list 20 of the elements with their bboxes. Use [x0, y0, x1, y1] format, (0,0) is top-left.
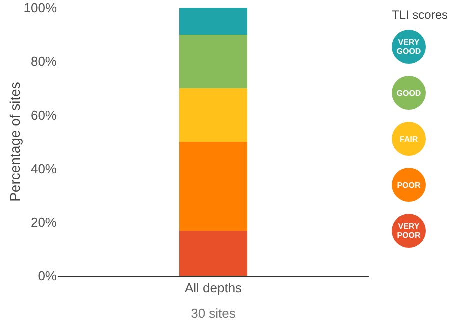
x-axis-title: 30 sites	[191, 306, 236, 322]
text: VERY POOR	[392, 214, 426, 248]
y-tick-label: 100%	[24, 0, 58, 16]
bar	[179, 8, 248, 35]
y-tick-label: 40%	[30, 161, 58, 176]
y-tick-label: 60%	[30, 108, 58, 123]
text: GOOD	[392, 76, 426, 110]
y-tick-label: 80%	[30, 54, 58, 70]
bar	[179, 88, 248, 142]
y-tick-label: 0%	[38, 268, 58, 284]
text: VERY GOOD	[392, 30, 426, 64]
bar	[179, 231, 248, 276]
y-axis-title: Percentage of sites	[7, 82, 23, 202]
bar	[179, 142, 248, 232]
legend-title: TLI scores	[392, 8, 448, 22]
text: FAIR	[392, 122, 426, 156]
x-tick-label: All depths	[184, 280, 243, 296]
y-tick-label: 20%	[30, 214, 58, 230]
text: POOR	[392, 168, 426, 202]
bar	[179, 34, 248, 88]
